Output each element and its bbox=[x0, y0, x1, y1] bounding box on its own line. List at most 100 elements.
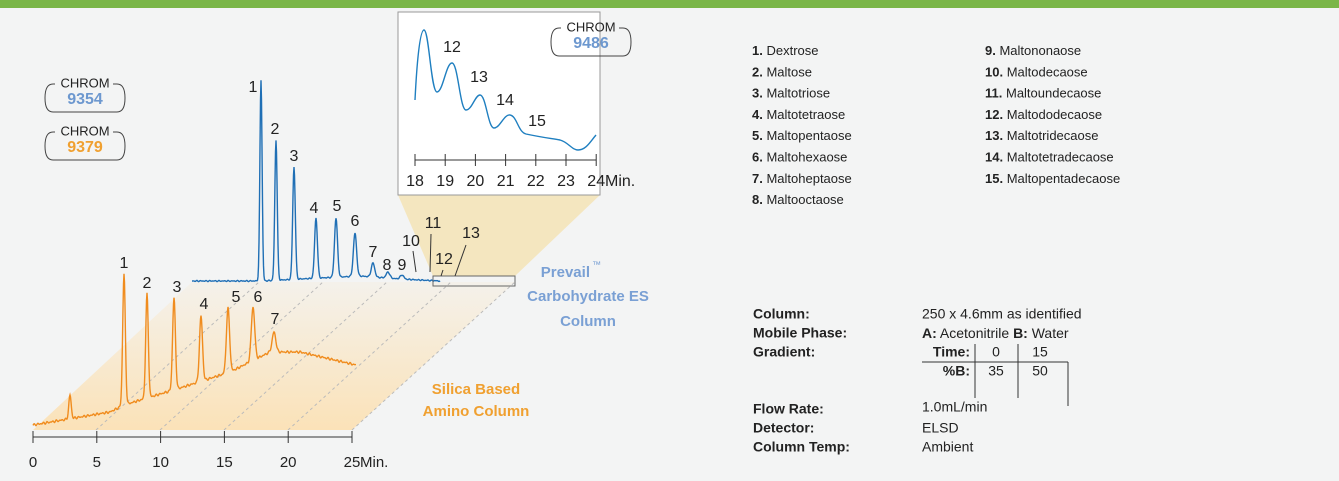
label: Column Temp: bbox=[753, 439, 850, 455]
a-value: Acetonitrile bbox=[940, 325, 1009, 341]
orange-trace bbox=[32, 273, 356, 427]
legend-item: 1. Dextrose bbox=[752, 43, 819, 58]
legend-item: 10. Maltodecaose bbox=[985, 65, 1088, 80]
legend-name: Maltooctaose bbox=[766, 193, 843, 208]
perspective-line bbox=[287, 281, 452, 431]
badge-top: CHROM bbox=[60, 123, 109, 138]
legend-number: 7. bbox=[752, 171, 763, 186]
badge-number: 9354 bbox=[67, 91, 103, 108]
legend-item: 15. Maltopentadecaose bbox=[985, 171, 1120, 186]
peak-label: 12 bbox=[435, 251, 453, 268]
legend-number: 14. bbox=[985, 150, 1003, 165]
blue-trace bbox=[192, 80, 441, 283]
zoom-funnel bbox=[398, 195, 600, 276]
peak-label: 7 bbox=[369, 244, 378, 261]
legend-item: 5. Maltopentaose bbox=[752, 129, 852, 144]
column-label: Prevail bbox=[541, 264, 590, 281]
value: 15 bbox=[1032, 344, 1048, 360]
legend-number: 1. bbox=[752, 43, 763, 58]
top-bar bbox=[0, 0, 1339, 8]
legend-name: Maltodecaose bbox=[1007, 65, 1088, 80]
peak-label: 4 bbox=[310, 200, 319, 217]
legend-name: Maltotetradecaose bbox=[1007, 150, 1114, 165]
legend-item: 7. Maltoheptaose bbox=[752, 171, 852, 186]
tick-label: 18 bbox=[406, 173, 424, 190]
column-label: Silica Based bbox=[432, 381, 520, 398]
badge-top: CHROM bbox=[60, 75, 109, 90]
badge-number: 9486 bbox=[573, 35, 609, 52]
peak-label: 13 bbox=[470, 69, 488, 86]
peak-label: 6 bbox=[254, 289, 263, 306]
orange-plane bbox=[33, 282, 515, 430]
leader-line bbox=[454, 244, 467, 277]
peak-label: 1 bbox=[249, 79, 258, 96]
column-label: Carbohydrate ES bbox=[527, 288, 649, 305]
peak-label: 4 bbox=[200, 296, 209, 313]
legend-item: 4. Maltotetraose bbox=[752, 107, 845, 122]
inset-trace bbox=[414, 29, 597, 151]
peak-label: 2 bbox=[271, 121, 280, 138]
peak-label: 5 bbox=[333, 198, 342, 215]
legend-name: Maltose bbox=[766, 65, 812, 80]
legend-name: Maltododecaose bbox=[1007, 107, 1102, 122]
badge-outline bbox=[550, 27, 632, 57]
legend-item: 3. Maltotriose bbox=[752, 86, 830, 101]
a-label: A: bbox=[922, 325, 937, 341]
legend-number: 11. bbox=[985, 86, 1002, 101]
tick-label: 25 bbox=[344, 454, 361, 471]
legend-name: Dextrose bbox=[766, 43, 818, 58]
value: Ambient bbox=[922, 439, 973, 455]
legend-name: Maltotriose bbox=[766, 86, 830, 101]
value: 50 bbox=[1032, 363, 1048, 379]
perspective-line bbox=[159, 281, 324, 431]
column-label: Amino Column bbox=[423, 403, 530, 420]
peak-label: 14 bbox=[496, 92, 514, 109]
peak-label: 13 bbox=[462, 225, 480, 242]
legend-number: 9. bbox=[985, 43, 996, 58]
legend-name: Maltopentadecaose bbox=[1007, 171, 1120, 186]
legend-item: 2. Maltose bbox=[752, 65, 812, 80]
legend-name: Maltopentaose bbox=[766, 129, 851, 144]
perspective-line bbox=[223, 281, 388, 431]
value: 0 bbox=[992, 344, 1000, 360]
perspective-lines bbox=[95, 281, 516, 431]
legend-number: 12. bbox=[985, 107, 1003, 122]
peak-label: 15 bbox=[528, 113, 546, 130]
legend-name: Maltoundecaose bbox=[1006, 86, 1101, 101]
legend-item: 11. Maltoundecaose bbox=[985, 86, 1101, 101]
legend-number: 10. bbox=[985, 65, 1003, 80]
column-label: ™ bbox=[592, 259, 601, 269]
legend-name: Maltotridecaose bbox=[1007, 129, 1099, 144]
badge-top: CHROM bbox=[566, 19, 615, 34]
label: Column: bbox=[753, 306, 810, 322]
perspective-line bbox=[95, 281, 260, 431]
legend-item: 13. Maltotridecaose bbox=[985, 129, 1098, 144]
badge-outline bbox=[44, 131, 126, 161]
legend-name: Maltoheptaose bbox=[766, 171, 851, 186]
b-value: Water bbox=[1032, 325, 1069, 341]
legend-item: 12. Maltododecaose bbox=[985, 107, 1102, 122]
tick-label: 24 bbox=[587, 173, 605, 190]
value: 250 x 4.6mm as identified bbox=[922, 306, 1082, 322]
tick-label: 10 bbox=[152, 454, 169, 471]
tick-label: 22 bbox=[527, 173, 545, 190]
tick-label: 23 bbox=[557, 173, 575, 190]
legend-number: 6. bbox=[752, 150, 763, 165]
axis-unit: Min. bbox=[605, 173, 635, 190]
leader-line bbox=[429, 233, 432, 273]
legend-name: Maltotetraose bbox=[766, 107, 845, 122]
label: Time: bbox=[933, 344, 970, 360]
leader-line bbox=[412, 250, 417, 273]
label: %B: bbox=[943, 363, 970, 379]
value: ELSD bbox=[922, 420, 959, 436]
peak-label: 3 bbox=[290, 148, 299, 165]
tick-label: 15 bbox=[216, 454, 233, 471]
legend-number: 8. bbox=[752, 193, 763, 208]
badge-number: 9379 bbox=[67, 139, 103, 156]
value: 35 bbox=[988, 363, 1004, 379]
legend-item: 8. Maltooctaose bbox=[752, 193, 844, 208]
zoom-box bbox=[432, 275, 516, 287]
legend-item: 9. Maltononaose bbox=[985, 43, 1081, 58]
peak-label: 6 bbox=[351, 213, 360, 230]
legend-number: 5. bbox=[752, 129, 763, 144]
